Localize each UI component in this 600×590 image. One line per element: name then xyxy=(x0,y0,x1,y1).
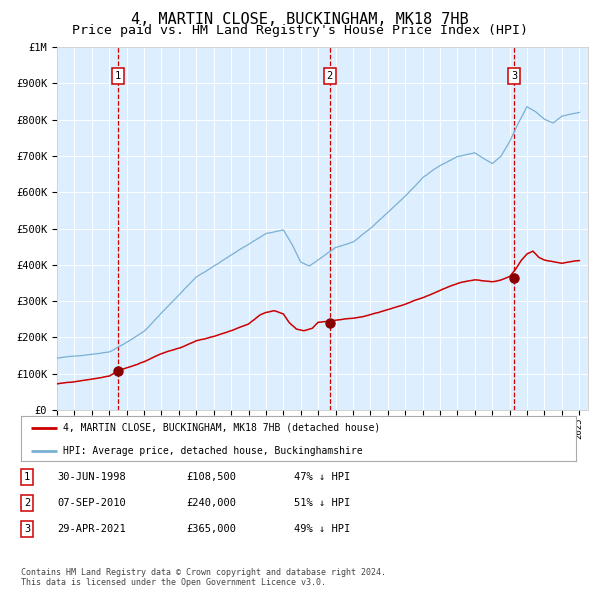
Text: 4, MARTIN CLOSE, BUCKINGHAM, MK18 7HB: 4, MARTIN CLOSE, BUCKINGHAM, MK18 7HB xyxy=(131,12,469,27)
Text: 2: 2 xyxy=(24,498,30,507)
Text: 3: 3 xyxy=(24,524,30,533)
Text: 07-SEP-2010: 07-SEP-2010 xyxy=(57,498,126,507)
Text: 1: 1 xyxy=(115,71,121,81)
Text: 49% ↓ HPI: 49% ↓ HPI xyxy=(294,524,350,533)
Text: 3: 3 xyxy=(511,71,517,81)
Text: 2: 2 xyxy=(326,71,333,81)
Text: HPI: Average price, detached house, Buckinghamshire: HPI: Average price, detached house, Buck… xyxy=(62,447,362,457)
Text: Price paid vs. HM Land Registry's House Price Index (HPI): Price paid vs. HM Land Registry's House … xyxy=(72,24,528,37)
Text: £365,000: £365,000 xyxy=(186,524,236,533)
Text: 4, MARTIN CLOSE, BUCKINGHAM, MK18 7HB (detached house): 4, MARTIN CLOSE, BUCKINGHAM, MK18 7HB (d… xyxy=(62,423,380,432)
Text: Contains HM Land Registry data © Crown copyright and database right 2024.
This d: Contains HM Land Registry data © Crown c… xyxy=(21,568,386,587)
Text: 1: 1 xyxy=(24,472,30,481)
Text: 30-JUN-1998: 30-JUN-1998 xyxy=(57,472,126,481)
Text: 51% ↓ HPI: 51% ↓ HPI xyxy=(294,498,350,507)
Text: £108,500: £108,500 xyxy=(186,472,236,481)
Text: 47% ↓ HPI: 47% ↓ HPI xyxy=(294,472,350,481)
Text: 29-APR-2021: 29-APR-2021 xyxy=(57,524,126,533)
Text: £240,000: £240,000 xyxy=(186,498,236,507)
